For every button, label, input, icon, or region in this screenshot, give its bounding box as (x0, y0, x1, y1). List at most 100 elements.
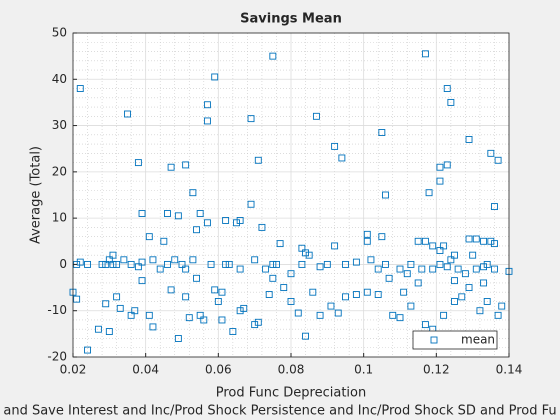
point (294, 309, 302, 317)
point (436, 163, 444, 171)
point (461, 270, 469, 278)
point (269, 52, 277, 60)
point (480, 279, 488, 287)
y-tick-label: 0 (59, 257, 67, 271)
point (436, 260, 444, 268)
point (331, 242, 339, 250)
point (109, 260, 117, 268)
point (251, 256, 259, 264)
point (421, 237, 429, 245)
point (276, 240, 284, 248)
point (94, 325, 102, 333)
point (483, 298, 491, 305)
point (429, 265, 437, 273)
x-tick-label: 0.12 (423, 363, 450, 377)
point (164, 210, 171, 217)
point (305, 251, 313, 259)
point (164, 260, 171, 268)
point (251, 321, 259, 329)
point (269, 260, 277, 268)
point (211, 286, 219, 294)
point (396, 314, 404, 322)
point (233, 219, 240, 227)
point (451, 277, 458, 285)
point (418, 265, 426, 273)
point (84, 260, 91, 268)
point (218, 316, 226, 324)
point (472, 235, 480, 243)
point (98, 260, 106, 268)
point (494, 311, 502, 319)
y-tick-label: -10 (47, 303, 67, 317)
point (203, 101, 211, 109)
x-tick-label: 0.04 (132, 363, 159, 377)
point (454, 265, 462, 273)
point (258, 223, 266, 231)
point (421, 50, 429, 58)
legend-label: mean (461, 333, 495, 347)
point (429, 242, 437, 250)
point (302, 332, 309, 340)
point (323, 260, 331, 268)
point (247, 200, 255, 208)
point (174, 335, 182, 342)
point (352, 258, 360, 266)
point (287, 298, 295, 305)
point (491, 203, 498, 211)
point (178, 260, 186, 268)
y-tick-label: -20 (47, 350, 67, 364)
point (182, 293, 190, 301)
point (363, 237, 371, 245)
point (145, 311, 153, 319)
point (222, 260, 230, 268)
point (440, 242, 448, 250)
point (451, 298, 458, 305)
point (189, 189, 197, 197)
point (211, 73, 219, 81)
point (182, 265, 190, 273)
y-tick-label: 10 (52, 211, 67, 225)
point (476, 307, 484, 315)
point (312, 112, 320, 120)
point (374, 265, 382, 273)
point (472, 265, 480, 273)
point (138, 210, 146, 217)
point (222, 217, 230, 224)
point (145, 233, 153, 241)
point (193, 274, 200, 282)
point (367, 256, 375, 264)
point (316, 263, 324, 271)
y-axis-label: Average (Total) (29, 146, 44, 244)
point (316, 311, 324, 319)
point (465, 284, 473, 292)
point (127, 260, 135, 268)
point (403, 270, 411, 278)
point (84, 346, 91, 354)
point (465, 235, 473, 243)
point (363, 230, 371, 238)
point (342, 260, 349, 268)
point (113, 260, 121, 268)
point (302, 249, 309, 257)
point (331, 142, 339, 150)
point (225, 260, 233, 268)
point (160, 237, 168, 245)
point (229, 328, 237, 335)
point (327, 302, 335, 310)
x-tick-label: 0.06 (205, 363, 232, 377)
point (374, 291, 382, 298)
point (134, 263, 142, 271)
point (200, 316, 208, 324)
point (214, 298, 222, 305)
y-tick-label: 50 (52, 26, 67, 40)
point (193, 226, 200, 234)
legend-marker (430, 336, 438, 344)
point (440, 311, 448, 319)
point (436, 177, 444, 185)
point (236, 217, 244, 224)
y-tick-label: 40 (52, 72, 67, 86)
point (443, 263, 451, 271)
point (280, 284, 288, 292)
x-tick-label: 0.08 (278, 363, 305, 377)
